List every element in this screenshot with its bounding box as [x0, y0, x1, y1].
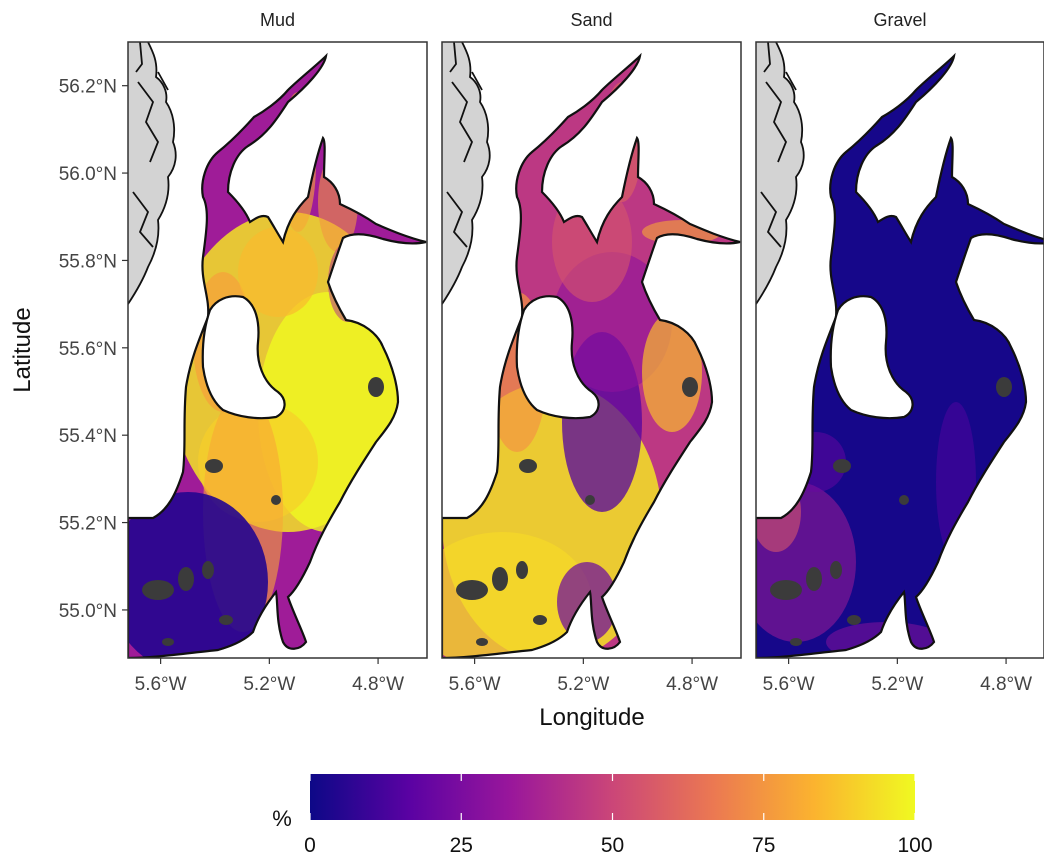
- no-data-patch: [271, 495, 281, 505]
- no-data-patch: [790, 638, 802, 646]
- no-data-patch: [202, 561, 214, 579]
- panel-border: [755, 41, 1044, 659]
- mainland-coast: [446, 81, 474, 248]
- y-tick-label: 55.6°N: [59, 339, 117, 360]
- no-data-patch: [142, 580, 174, 600]
- mainland-coast: [132, 81, 160, 248]
- land-region: [128, 42, 176, 304]
- no-data-patch: [456, 580, 488, 600]
- mainland-coast: [763, 42, 797, 91]
- facet-sand: Sand: [441, 10, 742, 659]
- coastline: [442, 52, 741, 658]
- map-area: [128, 42, 427, 658]
- y-tick-label: 56.2°N: [59, 77, 117, 98]
- facet-label: Gravel: [873, 10, 926, 30]
- field-patch: [642, 312, 702, 432]
- no-data-patch: [205, 459, 223, 473]
- no-data-patch: [806, 567, 822, 591]
- mainland-coast: [449, 42, 483, 91]
- land-region: [442, 42, 490, 304]
- coastline: [128, 52, 427, 658]
- panel-border: [441, 41, 742, 659]
- x-tick-label: 5.2°W: [871, 674, 923, 695]
- colorbar-legend: % 0 25 50 75 100: [272, 774, 933, 857]
- no-data-patch: [996, 377, 1012, 397]
- no-data-patch: [770, 580, 802, 600]
- facet-gravel: Gravel: [755, 10, 1044, 659]
- field-patch: [238, 227, 318, 317]
- island: [201, 295, 286, 420]
- colorbar-tick-label: 100: [897, 834, 932, 857]
- no-data-patch: [899, 495, 909, 505]
- x-axis-ticks: 5.6°W 5.2°W 4.8°W 5.6°W 5.2°W 4.8°W 5.6°W 5.2°W…: [135, 658, 1032, 695]
- island: [829, 295, 914, 420]
- facet-label: Sand: [570, 10, 612, 30]
- no-data-patch: [476, 638, 488, 646]
- legend-title: %: [272, 806, 292, 831]
- map-area: [756, 42, 1044, 658]
- no-data-patch: [162, 638, 174, 646]
- x-tick-label: 4.8°W: [352, 674, 404, 695]
- mainland-coast: [760, 81, 788, 248]
- field-patch: [442, 532, 592, 658]
- x-tick-label: 5.2°W: [243, 674, 295, 695]
- colorbar-ticks: 0 25 50 75 100: [304, 774, 933, 857]
- no-data-patch: [492, 567, 508, 591]
- x-axis-title: Longitude: [539, 704, 644, 731]
- no-data-patch: [533, 615, 547, 625]
- no-data-patch: [682, 377, 698, 397]
- no-data-patch: [178, 567, 194, 591]
- mainland-coast: [442, 42, 491, 305]
- no-data-patch: [519, 459, 537, 473]
- colorbar-tick-label: 75: [752, 834, 775, 857]
- no-data-patch: [516, 561, 528, 579]
- x-tick-label: 5.2°W: [557, 674, 609, 695]
- map-area: [442, 42, 741, 658]
- y-tick-label: 56.0°N: [59, 164, 117, 185]
- colorbar-tick-label: 50: [601, 834, 624, 857]
- facet-label: Mud: [260, 10, 295, 30]
- y-axis-title: Latitude: [9, 307, 36, 392]
- coastline: [756, 52, 1044, 658]
- panel-border: [127, 41, 428, 659]
- facet-panels: Mud Sand Gravel: [127, 10, 1044, 659]
- no-data-patch: [368, 377, 384, 397]
- y-tick-label: 55.4°N: [59, 426, 117, 447]
- x-tick-label: 5.6°W: [449, 674, 501, 695]
- y-tick-label: 55.8°N: [59, 251, 117, 272]
- no-data-patch: [847, 615, 861, 625]
- colorbar-tick-label: 25: [450, 834, 473, 857]
- colorbar-tick-label: 0: [304, 834, 316, 857]
- facet-mud: Mud: [127, 10, 428, 659]
- x-tick-label: 4.8°W: [980, 674, 1032, 695]
- no-data-patch: [830, 561, 842, 579]
- y-axis-ticks: 55.0°N 55.2°N 55.4°N 55.6°N 55.8°N 56.0°N 56.2…: [59, 77, 128, 622]
- colorbar: [310, 774, 915, 820]
- mainland-coast: [756, 42, 805, 305]
- mainland-coast: [135, 42, 169, 91]
- x-tick-label: 5.6°W: [135, 674, 187, 695]
- no-data-patch: [833, 459, 851, 473]
- mainland-coast: [128, 42, 177, 305]
- x-tick-label: 5.6°W: [763, 674, 815, 695]
- island: [515, 295, 600, 420]
- y-tick-label: 55.2°N: [59, 514, 117, 535]
- no-data-patch: [219, 615, 233, 625]
- y-tick-label: 55.0°N: [59, 601, 117, 622]
- x-tick-label: 4.8°W: [666, 674, 718, 695]
- land-region: [756, 42, 804, 304]
- no-data-patch: [585, 495, 595, 505]
